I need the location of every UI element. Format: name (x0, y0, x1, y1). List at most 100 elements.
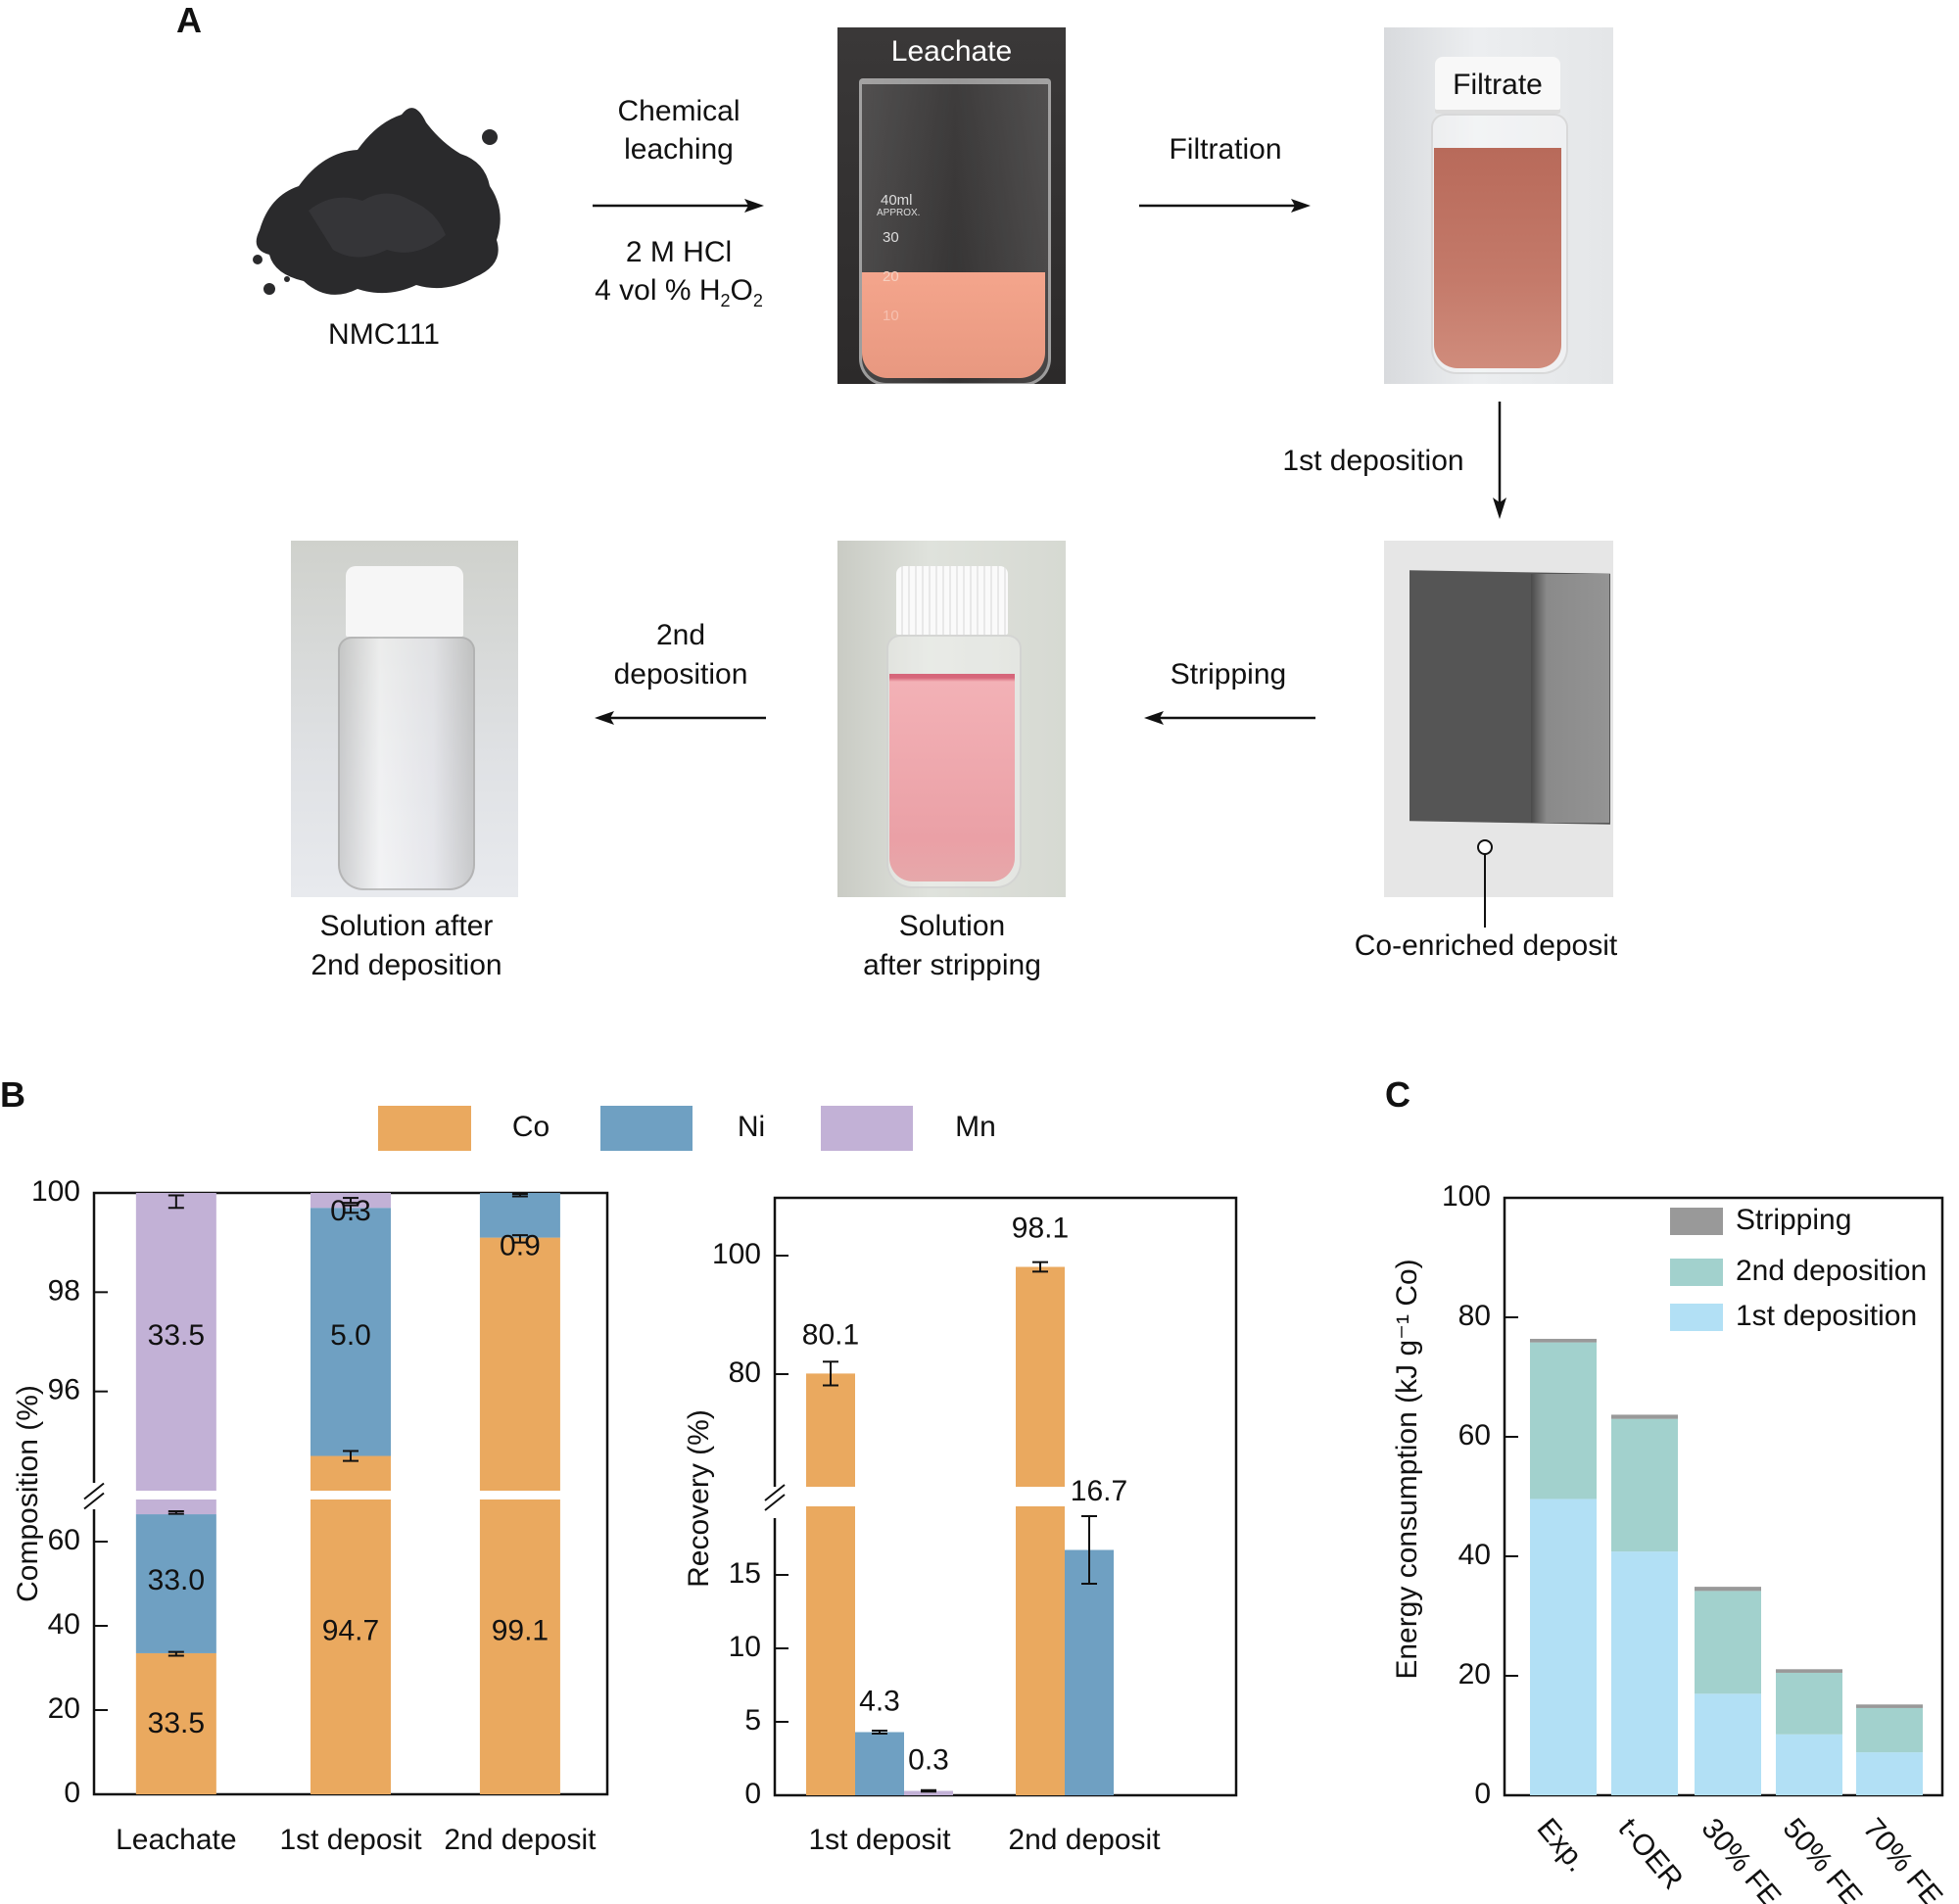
bar-segment-2nd-deposition (1776, 1672, 1842, 1735)
y-tick-label: 60 (1458, 1419, 1491, 1452)
y-tick-label: 5 (744, 1704, 761, 1737)
pink-solution-liquid (889, 674, 1015, 881)
legend-label: Stripping (1736, 1204, 1851, 1236)
leachate-label: Leachate (890, 35, 1013, 68)
nmc111-powder-image (253, 108, 501, 295)
y-tick-label: 96 (48, 1374, 80, 1406)
bar-segment-mn (135, 1193, 216, 1491)
x-tick-label: 2nd deposit (444, 1824, 597, 1856)
error-bar (872, 1730, 887, 1735)
error-bar (921, 1788, 936, 1793)
energy-y-axis-label: Energy consumption (kJ g⁻¹ Co) (1391, 1259, 1423, 1679)
legend-label: 1st deposition (1736, 1300, 1917, 1332)
h2o2-sub2: 2 (752, 291, 763, 310)
bar-segment-2nd-deposition (1695, 1591, 1761, 1694)
bar-segment-stripping (1530, 1338, 1597, 1343)
x-tick-label: 70% FE (1857, 1812, 1949, 1904)
bar-segment-ni (479, 1193, 560, 1238)
data-label: 80.1 (802, 1318, 859, 1351)
vial-cap (1435, 57, 1560, 114)
h2o2-mid: O (730, 274, 753, 307)
beaker-mark-20: 20 (883, 268, 899, 285)
axis-break-slash (83, 1482, 105, 1500)
legend-swatch-co (378, 1106, 471, 1151)
y-tick-label: 40 (48, 1608, 80, 1641)
bar-segment-stripping (1856, 1704, 1923, 1708)
bar-segment-2nd-deposition (1530, 1342, 1597, 1499)
y-tick-label: 10 (729, 1631, 761, 1663)
co-enriched-deposit-label: Co-enriched deposit (1354, 929, 1618, 962)
second-deposition-label-line2: deposition (613, 658, 748, 690)
composition-y-axis-label: Composition (%) (12, 1385, 44, 1602)
bar-segment-co (479, 1499, 560, 1794)
data-label: 98.1 (1012, 1212, 1069, 1244)
y-tick-label: 100 (31, 1175, 80, 1208)
filtration-label: Filtration (1169, 133, 1282, 166)
y-tick-label: 98 (48, 1274, 80, 1307)
data-label: 33.0 (148, 1564, 205, 1596)
leachate-liquid (862, 272, 1045, 378)
axis-break-slash (764, 1494, 786, 1511)
panel-label-c: C (1385, 1074, 1410, 1115)
arrow-left-icon (1144, 711, 1315, 725)
error-bar (511, 1234, 528, 1244)
data-label: 0.3 (908, 1743, 949, 1776)
h2o2-sub1: 2 (720, 291, 731, 310)
bar-segment-2nd-deposition (1611, 1418, 1678, 1552)
arrow-left-icon (595, 711, 766, 725)
y-tick-label: 100 (712, 1238, 761, 1270)
bar-segment-co (479, 1237, 560, 1491)
y-tick-label: 15 (729, 1557, 761, 1590)
legend-label-co: Co (511, 1111, 550, 1143)
legend-swatch-mn (821, 1106, 913, 1151)
solution-after-stripping-label-line2: after stripping (863, 949, 1041, 981)
panel-label-a: A (176, 0, 202, 40)
beaker-mark-40ml: 40ml (881, 192, 913, 209)
leachate-beaker-image: Leachate 40ml APPROX. 30 20 10 (837, 27, 1066, 384)
filtrate-vial-image: Filtrate (1384, 27, 1613, 384)
clear-solution-vial (338, 637, 475, 890)
bar-segment-ni (311, 1208, 391, 1456)
arrow-down-icon (1493, 402, 1506, 519)
legend-swatch (1670, 1259, 1723, 1286)
data-label: 4.3 (859, 1685, 900, 1717)
bar-segment-1st-deposition (1611, 1551, 1678, 1795)
solution-after-second-deposition-image (291, 541, 518, 897)
arrow-right-icon (593, 199, 764, 213)
vial-cap (896, 566, 1008, 635)
data-label: 94.7 (322, 1614, 379, 1646)
bar-segment-1st-deposition (1776, 1734, 1842, 1795)
bar-co-upper (1016, 1266, 1065, 1487)
beaker-mark-approx: APPROX. (877, 208, 921, 218)
data-label: 33.5 (148, 1319, 205, 1352)
bar-segment-co (311, 1499, 391, 1794)
solution-after-stripping-image (837, 541, 1066, 897)
second-deposition-label-line1: 2nd (655, 619, 706, 651)
bare-electrode-strip (1531, 574, 1609, 823)
recovery-axis-break (764, 1484, 786, 1511)
bar-segment-stripping (1695, 1587, 1761, 1592)
stripping-label: Stripping (1170, 658, 1287, 690)
bar-segment-2nd-deposition (1856, 1707, 1923, 1753)
recovery-axis-frame (773, 1196, 1238, 1797)
x-tick-label: Leachate (116, 1824, 236, 1856)
bar-mn (904, 1790, 953, 1795)
legend-label-ni: Ni (737, 1111, 766, 1143)
bar-segment-1st-deposition (1695, 1693, 1761, 1795)
bar-co-upper (806, 1373, 855, 1487)
h2o2-prefix: 4 vol % H (595, 274, 721, 307)
bar-segment-co (135, 1652, 216, 1794)
nmc111-label: NMC111 (328, 318, 440, 351)
legend-swatch-ni (600, 1106, 693, 1151)
legend-swatch (1670, 1304, 1723, 1331)
error-bar (823, 1360, 838, 1387)
y-tick-label: 80 (1458, 1300, 1491, 1332)
y-tick-label: 80 (729, 1357, 761, 1389)
solution-after-second-label-line2: 2nd deposition (311, 949, 502, 981)
error-bar (1032, 1261, 1048, 1273)
error-bar (1081, 1515, 1097, 1585)
solution-after-second-label-line1: Solution after (319, 910, 494, 942)
axis-break-slash (83, 1492, 105, 1510)
co-enriched-deposit-image (1384, 541, 1613, 897)
leaching-condition-hcl: 2 M HCl (625, 236, 733, 268)
